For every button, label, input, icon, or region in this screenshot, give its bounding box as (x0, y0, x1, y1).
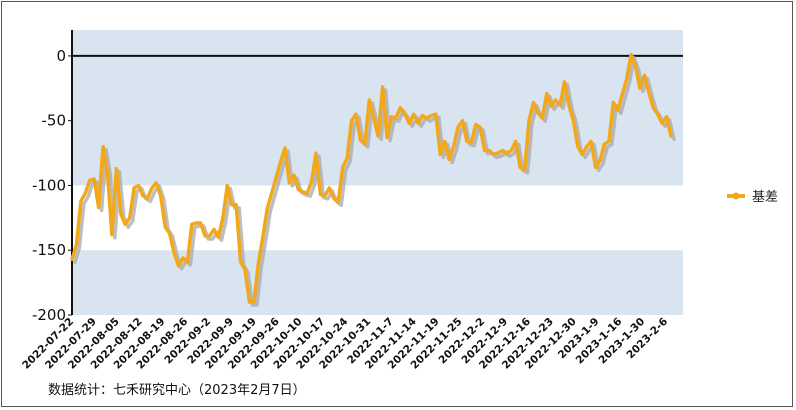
y-tick-label: 0 (56, 47, 66, 65)
legend-label: 基差 (752, 190, 778, 205)
y-tick-label: -100 (32, 176, 66, 194)
grid-band (72, 250, 683, 315)
x-axis-ticks: 2022-07-222022-07-292022-08-052022-08-12… (20, 316, 670, 372)
series-shadow (73, 55, 676, 307)
series-lines (70, 52, 676, 307)
background-bands (72, 30, 683, 315)
legend-swatch-dot (732, 192, 740, 200)
y-tick-label: -50 (42, 112, 67, 130)
legend: 基差 (727, 190, 778, 205)
y-tick-label: -200 (32, 306, 66, 324)
grid-band (72, 30, 683, 121)
y-axis-ticks: 0 -50 -100 -150 -200 (32, 47, 72, 324)
source-note: 数据统计：七禾研究中心（2023年2月7日） (48, 383, 306, 398)
y-tick-label: -150 (32, 241, 66, 259)
series-line-basis (70, 52, 673, 304)
